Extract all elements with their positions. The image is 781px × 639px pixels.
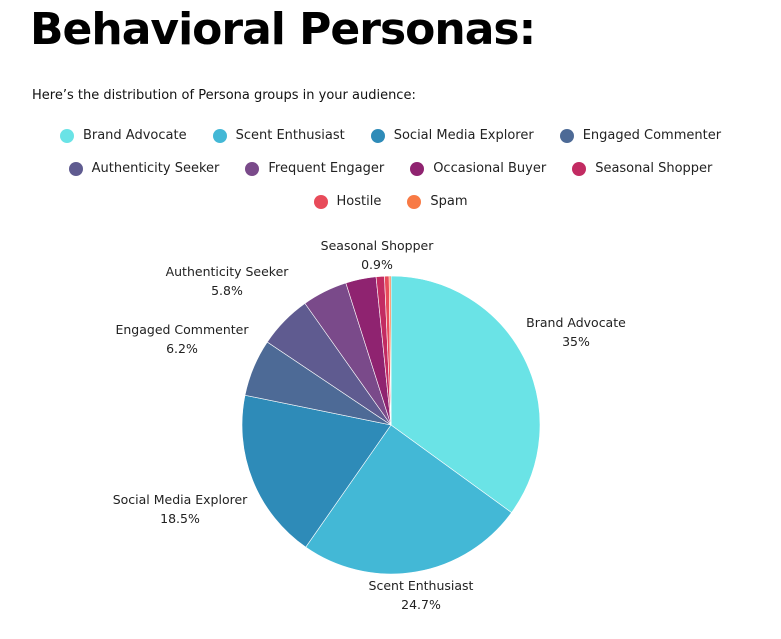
legend-row: Hostile Spam bbox=[0, 194, 781, 209]
legend-swatch bbox=[559, 128, 574, 143]
legend-swatch bbox=[410, 161, 425, 176]
legend: Brand Advocate Scent Enthusiast Social Med… bbox=[0, 128, 781, 209]
legend-label: Spam bbox=[430, 194, 468, 209]
pie-slice[interactable] bbox=[241, 394, 392, 548]
slice-label: Brand Advocate bbox=[526, 315, 626, 330]
slice-value-label: 24.7% bbox=[401, 597, 441, 612]
legend-label: Engaged Commenter bbox=[582, 128, 722, 143]
legend-label: Authenticity Seeker bbox=[91, 161, 220, 176]
slice-label: Authenticity Seeker bbox=[166, 264, 290, 279]
legend-item[interactable]: Social Media Explorer bbox=[370, 128, 534, 143]
slice-label: Engaged Commenter bbox=[115, 322, 249, 337]
legend-label: Frequent Engager bbox=[268, 161, 385, 176]
legend-label: Scent Enthusiast bbox=[235, 128, 345, 143]
legend-swatch bbox=[313, 194, 328, 209]
slice-value-label: 35% bbox=[562, 334, 590, 349]
legend-row: Brand Advocate Scent Enthusiast Social Med… bbox=[0, 128, 781, 143]
legend-item[interactable]: Brand Advocate bbox=[59, 128, 187, 143]
legend-swatch bbox=[370, 128, 385, 143]
legend-swatch bbox=[572, 161, 587, 176]
slice-label: Social Media Explorer bbox=[113, 492, 248, 507]
legend-item[interactable]: Frequent Engager bbox=[245, 161, 384, 176]
legend-label: Brand Advocate bbox=[82, 128, 187, 143]
legend-item[interactable]: Authenticity Seeker bbox=[68, 161, 220, 176]
legend-swatch bbox=[407, 194, 422, 209]
pie-slice[interactable] bbox=[305, 424, 512, 575]
page-title: Behavioral Personas: bbox=[30, 4, 536, 55]
pie-slice[interactable] bbox=[388, 275, 392, 426]
legend-swatch bbox=[68, 161, 83, 176]
legend-item[interactable]: Scent Enthusiast bbox=[212, 128, 345, 143]
legend-swatch bbox=[245, 161, 260, 176]
legend-label: Occasional Buyer bbox=[433, 161, 547, 176]
legend-row: Authenticity Seeker Frequent Engager Occas… bbox=[0, 161, 781, 176]
slice-value-label: 0.9% bbox=[361, 257, 393, 272]
slice-value-label: 6.2% bbox=[166, 341, 198, 356]
legend-swatch bbox=[212, 128, 227, 143]
slice-value-label: 5.8% bbox=[211, 283, 243, 298]
legend-label: Hostile bbox=[336, 194, 382, 209]
legend-item[interactable]: Spam bbox=[407, 194, 467, 209]
slice-label: Scent Enthusiast bbox=[369, 578, 474, 593]
legend-swatch bbox=[59, 128, 74, 143]
slice-label: Seasonal Shopper bbox=[321, 238, 435, 253]
legend-item[interactable]: Hostile bbox=[313, 194, 382, 209]
legend-item[interactable]: Seasonal Shopper bbox=[572, 161, 712, 176]
subtitle: Here’s the distribution of Persona group… bbox=[32, 88, 416, 103]
slice-value-label: 18.5% bbox=[160, 511, 200, 526]
legend-item[interactable]: Occasional Buyer bbox=[410, 161, 546, 176]
pie-slice[interactable] bbox=[390, 275, 541, 513]
legend-item[interactable]: Engaged Commenter bbox=[559, 128, 722, 143]
legend-label: Social Media Explorer bbox=[393, 128, 534, 143]
legend-label: Seasonal Shopper bbox=[595, 161, 713, 176]
